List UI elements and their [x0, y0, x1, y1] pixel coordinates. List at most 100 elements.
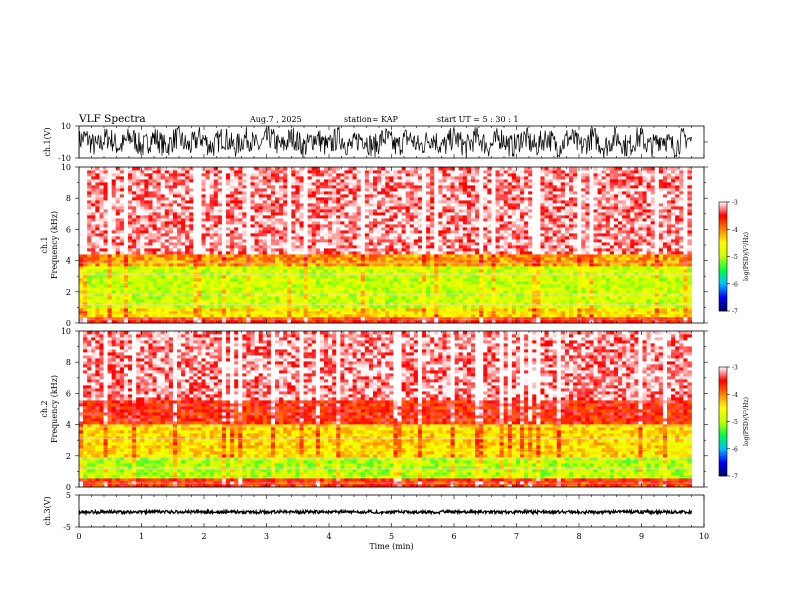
- spectrogram-cell: [115, 242, 121, 246]
- spectrogram-cell: [185, 269, 190, 273]
- spectrogram-cell: [119, 281, 125, 285]
- spectrogram-cell: [426, 209, 431, 213]
- spectrogram-cell: [83, 188, 88, 192]
- spectrogram-cell: [193, 263, 198, 267]
- spectrogram-cell: [454, 308, 460, 312]
- spectrogram-cell: [193, 179, 198, 183]
- spectrogram-cell: [401, 281, 407, 285]
- spectrogram-cell: [422, 188, 427, 192]
- spectrogram-cell: [458, 206, 464, 210]
- spectrogram-cell: [319, 194, 325, 198]
- spectrogram-cell: [283, 203, 288, 207]
- spectrogram-cell: [213, 212, 219, 216]
- spectrogram-cell: [324, 266, 329, 270]
- spectrogram-cell: [189, 224, 194, 228]
- spectrogram-cell: [307, 305, 313, 309]
- spectrogram-cell: [181, 221, 186, 225]
- spectrogram-cell: [356, 242, 362, 246]
- spectrogram-cell: [315, 185, 321, 189]
- spectrogram-cell: [262, 278, 268, 282]
- spectrogram-cell: [381, 233, 386, 237]
- spectrogram-cell: [311, 263, 317, 267]
- spectrogram-cell: [279, 269, 284, 273]
- spectrogram-cell: [99, 320, 104, 324]
- spectrogram-cell: [152, 188, 157, 192]
- spectrogram-cell: [226, 188, 231, 192]
- spectrogram-cell: [307, 317, 313, 321]
- spectrogram-cell: [417, 296, 423, 300]
- spectrogram-cell: [458, 215, 464, 219]
- spectrogram-cell: [197, 308, 202, 312]
- spectrogram-cell: [295, 278, 300, 282]
- spectrogram-cell: [442, 179, 447, 183]
- spectrogram-cell: [197, 320, 202, 324]
- spectrogram-cell: [111, 320, 117, 324]
- spectrogram-cell: [189, 200, 194, 204]
- spectrogram-cell: [91, 233, 96, 237]
- spectrogram-cell: [279, 275, 284, 279]
- spectrogram-cell: [430, 173, 435, 177]
- spectrogram-cell: [389, 254, 394, 258]
- spectrogram-cell: [99, 305, 104, 309]
- spectrogram-cell: [209, 299, 215, 303]
- spectrogram-cell: [230, 200, 235, 204]
- spectrogram-cell: [413, 272, 419, 276]
- spectrogram-cell: [368, 194, 374, 198]
- spectrogram-cell: [128, 206, 133, 210]
- spectrogram-cell: [230, 248, 235, 252]
- spectrogram-cell: [140, 302, 145, 306]
- spectrogram-cell: [181, 194, 186, 198]
- spectrogram-cell: [413, 293, 419, 297]
- spectrogram-cell: [377, 278, 382, 282]
- spectrogram-cell: [262, 236, 268, 240]
- spectrogram-cell: [426, 203, 431, 207]
- spectrogram-cell: [442, 185, 447, 189]
- spectrogram-cell: [430, 299, 435, 303]
- spectrogram-cell: [258, 194, 264, 198]
- spectrogram-cell: [295, 212, 300, 216]
- spectrogram-cell: [442, 245, 447, 249]
- spectrogram-cell: [250, 314, 255, 318]
- spectrogram-cell: [368, 266, 374, 270]
- spectrogram-cell: [258, 272, 264, 276]
- spectrogram-cell: [107, 182, 113, 186]
- spectrogram-cell: [275, 179, 280, 183]
- spectrogram-cell: [364, 197, 370, 201]
- spectrogram-cell: [348, 299, 353, 303]
- spectrogram-cell: [250, 275, 255, 279]
- spectrogram-cell: [95, 179, 100, 183]
- spectrogram-cell: [446, 203, 451, 207]
- spectrogram-cell: [340, 287, 345, 291]
- spectrogram-cell: [417, 263, 423, 267]
- spectrogram-cell: [246, 212, 251, 216]
- spectrogram-cell: [119, 251, 125, 255]
- spectrogram-cell: [185, 260, 190, 264]
- spectrogram-cell: [172, 218, 178, 222]
- spectrogram-cell: [99, 224, 104, 228]
- spectrogram-cell: [119, 317, 125, 321]
- spectrogram-cell: [422, 299, 427, 303]
- spectrogram-cell: [295, 290, 300, 294]
- spectrogram-cell: [450, 308, 456, 312]
- spectrogram-cell: [87, 194, 92, 198]
- spectrogram-cell: [91, 203, 96, 207]
- spectrogram-cell: [217, 230, 223, 234]
- spectrogram-cell: [381, 296, 386, 300]
- spectrogram-cell: [389, 251, 394, 255]
- spectrogram-cell: [422, 212, 427, 216]
- spectrogram-cell: [434, 176, 439, 180]
- spectrogram-cell: [328, 224, 333, 228]
- spectrogram-cell: [258, 320, 264, 324]
- spectrogram-cell: [79, 242, 84, 246]
- spectrogram-cell: [128, 311, 133, 315]
- spectrogram-cell: [83, 200, 88, 204]
- spectrogram-cell: [209, 281, 215, 285]
- spectrogram-cell: [189, 239, 194, 243]
- spectrogram-cell: [393, 296, 398, 300]
- spectrogram-cell: [295, 251, 300, 255]
- spectrogram-cell: [417, 281, 423, 285]
- spectrogram-cell: [344, 269, 349, 273]
- spectrogram-cell: [307, 239, 313, 243]
- spectrogram-cell: [156, 245, 162, 249]
- spectrogram-cell: [168, 224, 174, 228]
